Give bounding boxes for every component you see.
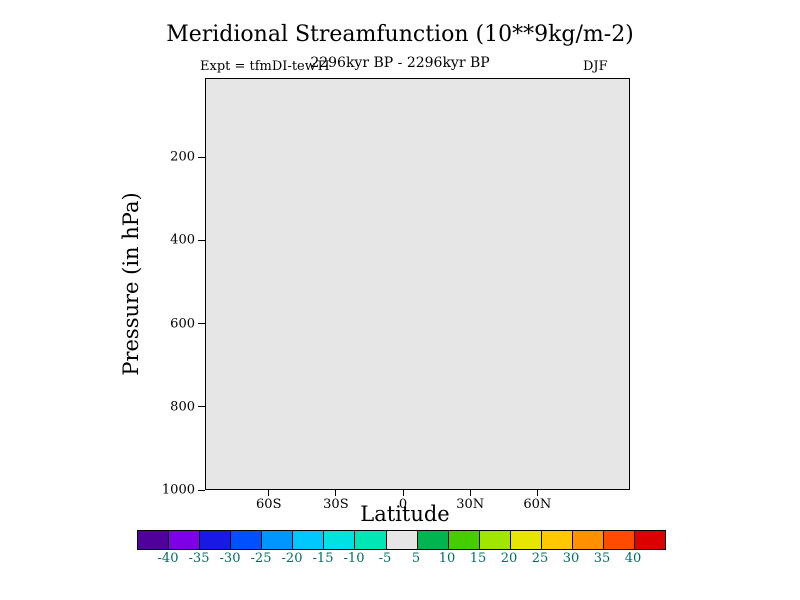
plot-area <box>205 78 630 490</box>
x-tick-label: 30S <box>323 497 349 512</box>
x-tick-mark <box>536 490 538 496</box>
colorbar-segment <box>138 531 170 549</box>
period-label: 2296kyr BP - 2296kyr BP <box>310 55 490 71</box>
x-tick-label: 0 <box>398 497 408 512</box>
x-axis-title: Latitude <box>360 502 450 526</box>
x-tick-mark <box>469 490 471 496</box>
colorbar-label: 35 <box>593 551 611 566</box>
colorbar-segment <box>355 531 387 549</box>
colorbar-label: -20 <box>281 551 303 566</box>
y-axis-title: Pressure (in hPa) <box>119 192 143 376</box>
y-tick-mark <box>198 323 205 325</box>
chart-title: Meridional Streamfunction (10**9kg/m-2) <box>166 22 634 47</box>
y-tick-mark <box>198 239 205 241</box>
y-tick-mark <box>198 406 205 408</box>
colorbar-segment <box>448 531 480 549</box>
colorbar-label: 25 <box>531 551 549 566</box>
colorbar-segment <box>200 531 232 549</box>
y-tick-label: 1000 <box>161 482 195 498</box>
colorbar-segment <box>386 531 418 549</box>
colorbar <box>137 530 666 550</box>
colorbar-segment <box>417 531 449 549</box>
colorbar-segment <box>231 531 263 549</box>
colorbar-label: -25 <box>250 551 272 566</box>
colorbar-label: -30 <box>219 551 241 566</box>
x-tick-label: 60N <box>523 497 552 512</box>
colorbar-label: 5 <box>411 551 421 566</box>
y-tick-label: 200 <box>170 149 195 165</box>
colorbar-label: 15 <box>469 551 487 566</box>
colorbar-label: -5 <box>378 551 392 566</box>
colorbar-segment <box>510 531 542 549</box>
y-tick-mark <box>198 489 205 491</box>
colorbar-segment <box>293 531 325 549</box>
x-tick-label: 30N <box>456 497 485 512</box>
x-tick-mark <box>402 490 404 496</box>
colorbar-label: 40 <box>624 551 642 566</box>
y-tick-label: 400 <box>170 232 195 248</box>
colorbar-segment <box>603 531 635 549</box>
colorbar-label: -15 <box>312 551 334 566</box>
colorbar-label: -10 <box>343 551 365 566</box>
colorbar-segment <box>262 531 294 549</box>
colorbar-segment <box>635 531 666 549</box>
colorbar-label: -35 <box>188 551 210 566</box>
x-tick-mark <box>335 490 337 496</box>
colorbar-segment <box>169 531 201 549</box>
colorbar-segment <box>479 531 511 549</box>
x-tick-label: 60S <box>256 497 282 512</box>
y-tick-label: 800 <box>170 399 195 415</box>
colorbar-label: -40 <box>157 551 179 566</box>
x-tick-mark <box>268 490 270 496</box>
y-tick-mark <box>198 156 205 158</box>
experiment-label: Expt = tfmDI-tewTI <box>200 59 330 74</box>
colorbar-label: 30 <box>562 551 580 566</box>
colorbar-segment <box>572 531 604 549</box>
colorbar-label: 20 <box>500 551 518 566</box>
season-label: DJF <box>583 59 608 74</box>
colorbar-segment <box>324 531 356 549</box>
y-tick-label: 600 <box>170 316 195 332</box>
colorbar-segment <box>541 531 573 549</box>
colorbar-label: 10 <box>438 551 456 566</box>
